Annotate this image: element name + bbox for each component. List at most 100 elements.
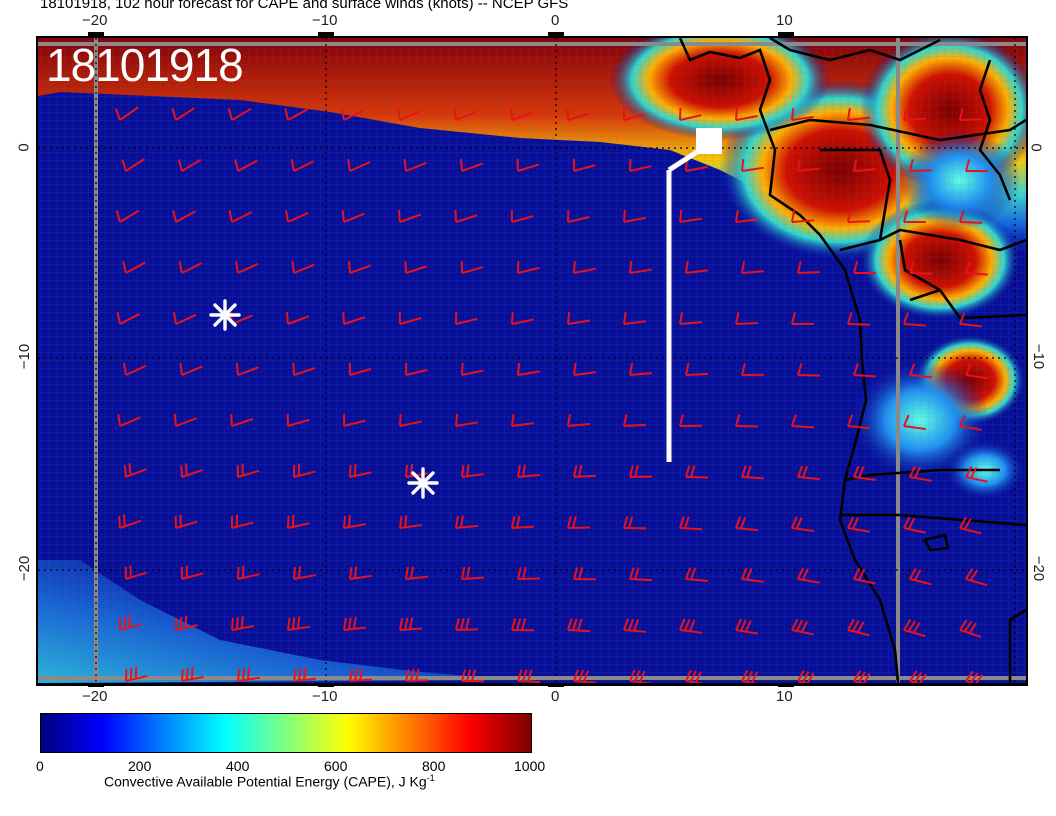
wind-barb-feather [959,619,968,631]
colorbar-title-superscript: -1 [426,773,435,783]
wind-barb [293,667,316,682]
wind-barb [117,413,141,427]
wind-barb-shaft [629,268,652,274]
wind-barb-feather [802,568,809,581]
lon-label-top-1: −20 [82,12,108,29]
wind-barb-feather [466,669,472,682]
wind-barb-feather [227,108,233,121]
wind-barb [181,667,204,682]
wind-barb [623,618,647,633]
wind-barb-shaft [293,574,316,580]
wind-barb [791,414,815,429]
wind-barb-shaft [405,575,428,580]
wind-barb [510,209,534,223]
wind-barb [629,669,652,683]
wind-barb [341,209,365,223]
wind-barb-feather [115,210,121,223]
wind-barb [573,362,596,376]
wind-barb [959,312,982,328]
wind-barb-shaft [119,106,139,121]
wind-barb [909,363,932,379]
wind-barb-feather [903,108,908,121]
wind-barb-feather [791,618,799,631]
wind-barb-feather [965,568,974,580]
wind-barb-feather [287,515,290,529]
wind-barb-feather [347,260,351,274]
wind-barb [234,159,258,172]
wind-barb-shaft [343,212,365,223]
wind-barb-feather [291,514,295,527]
wind-barb [903,210,927,224]
wind-barb [511,413,534,427]
wind-barb-shaft [237,262,259,274]
colorbar-tick-1: 0 [36,758,44,774]
wind-barb-shaft [175,210,196,223]
wind-barb-feather [567,618,573,631]
wind-barb [511,515,535,529]
wind-barb-shaft [959,221,983,224]
lon-label-top-3: 0 [551,12,560,29]
wind-barb-feather [471,669,477,682]
wind-barb-feather [909,159,914,172]
wind-barb-shaft [735,114,758,121]
wind-barb-shaft [287,418,310,427]
wind-barb-feather [404,617,409,630]
wind-barb-shaft [791,527,814,532]
wind-barb-feather [231,617,234,631]
wind-barb-feather [679,209,683,223]
wind-barb-shaft [685,269,708,274]
wind-barb-feather [517,362,521,376]
wind-barb-feather [521,464,526,477]
wind-barb-feather [685,260,689,274]
wind-barb-shaft [679,114,702,121]
wind-barb-shaft [735,527,758,532]
wind-barb-shaft [175,417,197,427]
wind-barb-feather [454,209,457,223]
wind-barb [403,158,427,172]
wind-barb-feather [965,465,973,478]
wind-barb [178,261,203,274]
wind-barb-feather [128,463,132,476]
wind-barb [348,362,372,376]
wind-barb-shaft [853,680,865,683]
wind-barb-shaft [797,578,820,584]
axis-tick-marks [88,32,794,687]
wind-barb [623,311,646,325]
wind-barb-feather [461,464,465,478]
wind-barb-feather [573,567,579,580]
wind-barb-feather [342,311,345,325]
wind-barb [965,363,988,380]
wind-barb-feather [744,620,752,633]
wind-barb [679,618,702,634]
wind-barb-feather [240,616,244,629]
wind-barb-feather [791,210,796,223]
wind-barb-feather [410,668,415,682]
wind-barb [174,514,198,529]
wind-barb-feather [511,311,514,325]
wind-barb-shaft [959,323,982,328]
wind-barb-feather [287,617,291,631]
colorbar-tick-3: 400 [226,758,250,774]
wind-barb [685,567,708,582]
wind-barb-shaft [735,425,759,428]
wind-barb-feather [735,516,742,529]
wind-barb-feather [573,669,580,682]
wind-barb [125,666,148,682]
lon-label-bottom-1: −20 [82,688,108,705]
wind-barb [959,619,982,638]
wind-barb [399,413,422,427]
wind-barb-shaft [685,372,709,376]
wind-barb [573,567,597,581]
wind-barb-feather [959,312,966,325]
wind-barb-shaft [629,165,652,172]
wind-barb-feather [399,413,402,427]
wind-barb [847,312,871,326]
wind-barb [741,261,765,274]
wind-barb [397,209,422,223]
wind-barb [679,516,703,531]
wind-barb-feather [801,671,810,683]
wind-barb [853,465,876,482]
wind-barb-feather [460,617,465,631]
wind-barb [567,516,591,529]
wind-barb-shaft [349,264,372,274]
